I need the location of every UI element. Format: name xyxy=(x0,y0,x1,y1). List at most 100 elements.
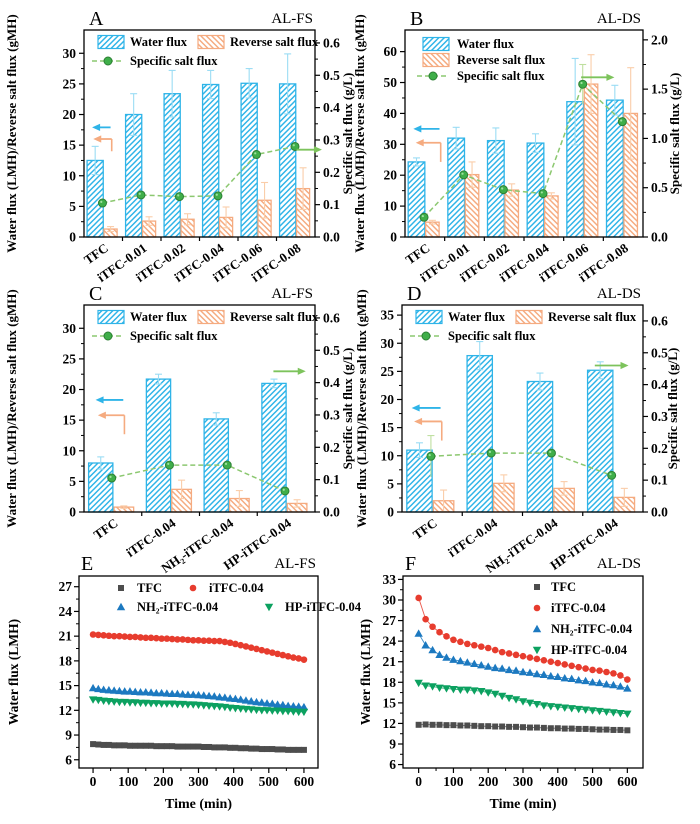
svg-text:0: 0 xyxy=(69,505,76,520)
series-nh-itfc-0-04 xyxy=(88,683,309,711)
svg-text:300: 300 xyxy=(513,774,534,789)
svg-text:0: 0 xyxy=(69,230,76,245)
svg-text:300: 300 xyxy=(188,774,209,789)
svg-text:2.0: 2.0 xyxy=(651,32,668,47)
svg-text:0.4: 0.4 xyxy=(323,375,340,390)
svg-text:100: 100 xyxy=(443,774,464,789)
svg-text:6: 6 xyxy=(65,752,72,767)
axes: 6 9 12 15 18 21 24 27 30 33 0 100 200 300 400 500 600 xyxy=(383,572,638,789)
svg-text:D: D xyxy=(407,283,421,305)
svg-text:15: 15 xyxy=(63,413,77,428)
svg-text:10: 10 xyxy=(63,443,77,458)
svg-text:AL-FS: AL-FS xyxy=(271,11,313,27)
svg-text:27: 27 xyxy=(59,579,73,594)
svg-text:600: 600 xyxy=(294,774,315,789)
series-tfc xyxy=(415,721,631,734)
line-specific-salt-flux xyxy=(419,63,627,222)
bars-water-flux xyxy=(406,341,614,513)
svg-text:B: B xyxy=(410,8,423,30)
svg-text:Specific salt flux (g/L): Specific salt flux (g/L) xyxy=(665,348,680,470)
svg-text:0: 0 xyxy=(390,230,397,245)
svg-text:Specific salt flux (g/L): Specific salt flux (g/L) xyxy=(667,73,682,195)
svg-text:Specific salt flux: Specific salt flux xyxy=(457,69,545,83)
svg-text:NH₂-iTFC-0.04: NH₂-iTFC-0.04 xyxy=(551,622,633,636)
svg-text:500: 500 xyxy=(259,774,280,789)
svg-text:27: 27 xyxy=(383,613,397,628)
svg-text:0: 0 xyxy=(90,774,97,789)
svg-text:18: 18 xyxy=(59,653,73,668)
series-hp-itfc-0-04 xyxy=(414,679,632,719)
svg-text:iTFC-0.04: iTFC-0.04 xyxy=(551,601,606,615)
svg-text:0.0: 0.0 xyxy=(651,505,668,520)
panel-E-chart: 6 9 12 15 18 21 24 27 0 100 200 300 400 500 600 TFC iTFC… xyxy=(6,553,362,812)
svg-text:1.0: 1.0 xyxy=(651,131,668,146)
svg-text:0.5: 0.5 xyxy=(323,68,340,83)
svg-text:Water flux: Water flux xyxy=(130,310,188,324)
svg-text:NH₂-iTFC-0.04: NH₂-iTFC-0.04 xyxy=(137,600,219,614)
svg-text:60: 60 xyxy=(384,44,398,59)
legend: TFC iTFC-0.04 NH₂-iTFC-0.04 HP-iTFC-0.04 xyxy=(532,580,633,657)
svg-text:AL-DS: AL-DS xyxy=(597,286,641,302)
svg-text:15: 15 xyxy=(63,138,77,153)
svg-text:30: 30 xyxy=(381,336,395,351)
svg-text:Water flux (LMH)/Reverse salt: Water flux (LMH)/Reverse salt flux (gMH) xyxy=(354,289,369,527)
svg-text:12: 12 xyxy=(59,703,73,718)
svg-text:5: 5 xyxy=(69,474,76,489)
svg-text:TFC: TFC xyxy=(551,580,576,594)
svg-text:0.4: 0.4 xyxy=(651,377,668,392)
bars-reverse-salt-flux xyxy=(432,474,636,513)
svg-text:AL-FS: AL-FS xyxy=(274,556,316,572)
svg-text:1.5: 1.5 xyxy=(651,82,668,97)
line-specific-salt-flux xyxy=(107,460,290,496)
svg-text:25: 25 xyxy=(63,351,77,366)
svg-text:6: 6 xyxy=(389,757,396,772)
svg-text:0.0: 0.0 xyxy=(323,230,340,245)
svg-text:500: 500 xyxy=(582,774,603,789)
svg-text:Reverse salt flux: Reverse salt flux xyxy=(457,53,546,67)
svg-text:0.3: 0.3 xyxy=(323,132,340,147)
svg-text:20: 20 xyxy=(63,107,77,122)
svg-text:0.5: 0.5 xyxy=(323,343,340,358)
bars-water-flux xyxy=(407,57,624,238)
svg-text:0.4: 0.4 xyxy=(323,100,340,115)
svg-text:24: 24 xyxy=(59,604,73,619)
svg-text:Water flux: Water flux xyxy=(130,35,188,49)
svg-text:20: 20 xyxy=(384,168,398,183)
svg-text:5: 5 xyxy=(69,199,76,214)
svg-text:10: 10 xyxy=(63,168,77,183)
svg-text:Specific salt flux: Specific salt flux xyxy=(130,54,218,68)
svg-text:30: 30 xyxy=(384,137,398,152)
series-itfc-0-04 xyxy=(415,594,631,683)
svg-text:9: 9 xyxy=(389,737,396,752)
svg-text:24: 24 xyxy=(383,634,397,649)
svg-text:25: 25 xyxy=(381,364,395,379)
svg-text:0.0: 0.0 xyxy=(323,505,340,520)
bars-reverse-salt-flux xyxy=(103,167,311,238)
svg-text:200: 200 xyxy=(153,774,174,789)
svg-text:Specific salt flux: Specific salt flux xyxy=(448,329,536,343)
axes: 0510152025300.00.10.20.30.40.50.6TFCiTFC… xyxy=(63,35,341,285)
svg-text:Reverse salt flux: Reverse salt flux xyxy=(230,310,319,324)
svg-text:Water flux (LMH): Water flux (LMH) xyxy=(358,619,373,725)
svg-text:C: C xyxy=(89,283,102,305)
svg-text:0.5: 0.5 xyxy=(651,345,668,360)
bars-reverse-salt-flux xyxy=(113,479,308,513)
svg-text:0.3: 0.3 xyxy=(323,407,340,422)
svg-text:20: 20 xyxy=(381,392,395,407)
svg-text:Specific salt flux (g/L): Specific salt flux (g/L) xyxy=(340,73,355,195)
svg-text:25: 25 xyxy=(63,76,77,91)
panel-B-chart: 01020304050600.00.51.01.52.0TFCiTFC-0.01… xyxy=(352,8,682,285)
svg-text:20: 20 xyxy=(63,382,77,397)
svg-text:50: 50 xyxy=(384,75,398,90)
svg-text:0.5: 0.5 xyxy=(651,180,668,195)
axes: 6 9 12 15 18 21 24 27 0 100 200 300 400 500 600 xyxy=(59,579,315,789)
svg-text:0.2: 0.2 xyxy=(323,165,340,180)
svg-text:12: 12 xyxy=(383,716,397,731)
svg-text:AL-FS: AL-FS xyxy=(271,286,313,302)
bars-water-flux xyxy=(86,53,297,238)
svg-text:Water flux (LMH)/Reverse salt: Water flux (LMH)/Reverse salt flux (gMH) xyxy=(4,14,19,252)
svg-text:15: 15 xyxy=(383,695,397,710)
